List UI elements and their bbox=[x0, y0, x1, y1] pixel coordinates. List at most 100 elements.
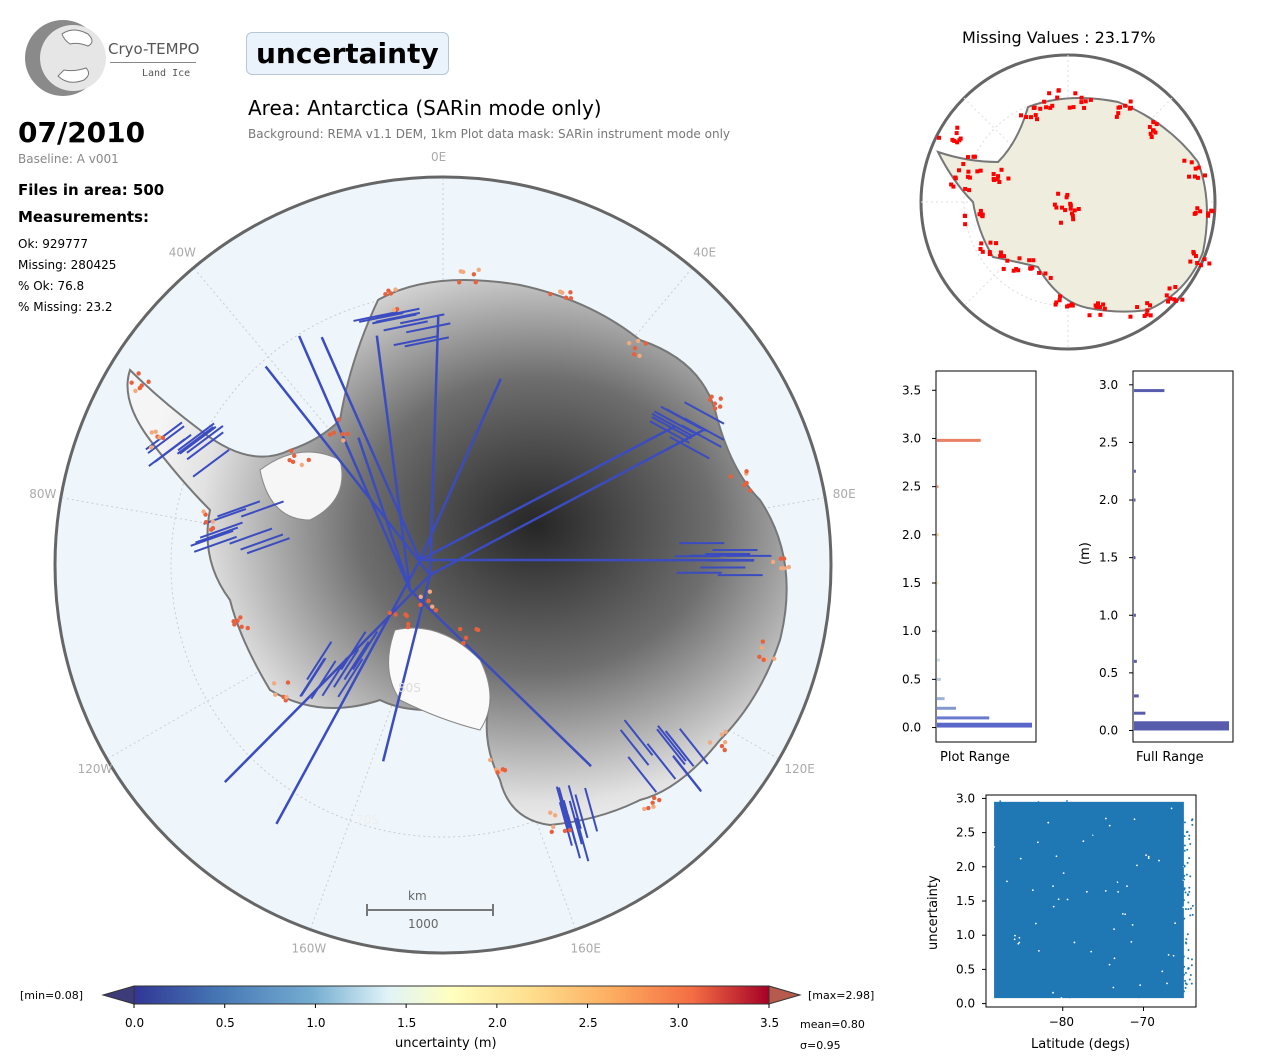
scatter-point bbox=[1016, 861, 1019, 864]
missing-point bbox=[1195, 175, 1200, 180]
missing-point bbox=[1014, 266, 1019, 271]
track-segment bbox=[404, 336, 450, 348]
scatter-point bbox=[994, 896, 996, 899]
coastal-point bbox=[238, 615, 243, 620]
scatter-point bbox=[1188, 838, 1191, 841]
histogram-ytick: 2.5 bbox=[902, 480, 921, 494]
missing-point bbox=[1148, 303, 1153, 308]
missing-point bbox=[987, 252, 992, 257]
missing-point bbox=[1060, 205, 1065, 210]
scatter-point bbox=[1047, 821, 1050, 824]
coastal-point bbox=[137, 385, 143, 391]
scatter-point bbox=[1191, 823, 1194, 826]
track-segment bbox=[321, 657, 348, 697]
missing-point bbox=[1202, 257, 1207, 262]
scatter-point bbox=[1036, 841, 1039, 844]
scatter-point bbox=[1017, 942, 1020, 945]
scatter-point bbox=[1066, 800, 1068, 802]
scatter-point bbox=[1111, 906, 1114, 909]
coastal-point bbox=[646, 805, 651, 811]
scatter-point bbox=[1132, 851, 1134, 854]
track-segment bbox=[557, 787, 572, 832]
histogram-ytick: 1.0 bbox=[1099, 608, 1118, 622]
scatter-point bbox=[1162, 857, 1164, 860]
scatter-point bbox=[1033, 923, 1035, 926]
scatter-point bbox=[1026, 944, 1029, 946]
scatter-point bbox=[1077, 862, 1080, 865]
scatter-point bbox=[1184, 891, 1187, 894]
track-line bbox=[409, 589, 592, 768]
scatter-point bbox=[1117, 890, 1120, 893]
missing-point bbox=[1123, 103, 1128, 108]
histogram-bar bbox=[937, 697, 945, 701]
scatter-point bbox=[1106, 834, 1109, 836]
coastal-point bbox=[153, 429, 158, 434]
scatter-point bbox=[1191, 913, 1194, 916]
missing-point bbox=[1098, 312, 1103, 317]
scatter-point bbox=[1092, 833, 1095, 836]
missing-point bbox=[1030, 265, 1035, 270]
missing-point bbox=[1182, 158, 1187, 163]
track-segment bbox=[651, 416, 692, 440]
track-line bbox=[429, 427, 706, 577]
missing-point bbox=[1116, 111, 1121, 116]
missing-point bbox=[978, 246, 983, 251]
track-segment bbox=[678, 728, 709, 765]
scatter-point bbox=[1182, 819, 1184, 821]
histogram-bar bbox=[1134, 694, 1139, 698]
coastal-point bbox=[457, 626, 463, 632]
missing-point bbox=[1002, 254, 1007, 259]
scatter-point bbox=[1158, 859, 1160, 862]
histogram-ytick: 0.0 bbox=[902, 721, 921, 735]
coastal-point bbox=[427, 589, 433, 594]
missing-point bbox=[953, 176, 958, 181]
missing-point bbox=[1035, 117, 1040, 122]
scatter-point bbox=[1106, 979, 1108, 982]
track-segment bbox=[147, 425, 185, 454]
scatter-point bbox=[1038, 942, 1041, 945]
scatter-point bbox=[1007, 819, 1010, 822]
track-segment bbox=[154, 434, 192, 463]
scatter-point bbox=[1172, 954, 1175, 957]
track-segment bbox=[229, 527, 273, 545]
scatter-point bbox=[1187, 957, 1190, 960]
scatter-point bbox=[1186, 830, 1189, 833]
histogram-ytick: 3.0 bbox=[1099, 378, 1118, 392]
missing-point bbox=[1048, 275, 1053, 280]
scatter-point bbox=[1187, 908, 1190, 911]
track-line bbox=[297, 335, 412, 591]
histogram-bar bbox=[937, 485, 939, 489]
scatter-point bbox=[1090, 950, 1093, 953]
scatter-point bbox=[1158, 955, 1161, 958]
histogram-bar bbox=[1134, 556, 1136, 560]
scatter-point bbox=[1093, 944, 1095, 947]
scatter-point bbox=[1167, 953, 1170, 956]
missing-point bbox=[1052, 202, 1057, 207]
scatter-point bbox=[1186, 848, 1189, 851]
coastal-point bbox=[393, 287, 398, 292]
missing-point bbox=[995, 177, 1000, 182]
coastal-point bbox=[502, 768, 508, 773]
scatter-point bbox=[1168, 884, 1171, 887]
scatter-point bbox=[1106, 909, 1109, 912]
scatter-point bbox=[1125, 854, 1128, 857]
scatter-point bbox=[1147, 855, 1150, 858]
scatter-point bbox=[1058, 893, 1060, 896]
scatter-point bbox=[1190, 958, 1193, 961]
scatter-point bbox=[1107, 931, 1110, 934]
missing-point bbox=[1050, 103, 1055, 108]
histogram-bar bbox=[937, 533, 939, 537]
scatter-point bbox=[1092, 930, 1095, 933]
coastal-point bbox=[160, 435, 166, 441]
track-segment bbox=[195, 526, 239, 544]
missing-point bbox=[957, 168, 962, 173]
scatter-point bbox=[1049, 969, 1052, 971]
missing-point bbox=[1147, 124, 1152, 129]
scatter-point bbox=[1057, 898, 1060, 901]
track-segment bbox=[352, 630, 379, 670]
scatter-point bbox=[1182, 906, 1185, 909]
scatter-point bbox=[1104, 890, 1107, 892]
scatter-point bbox=[1004, 850, 1007, 853]
missing-point bbox=[1067, 105, 1072, 110]
missing-point bbox=[1032, 105, 1037, 110]
